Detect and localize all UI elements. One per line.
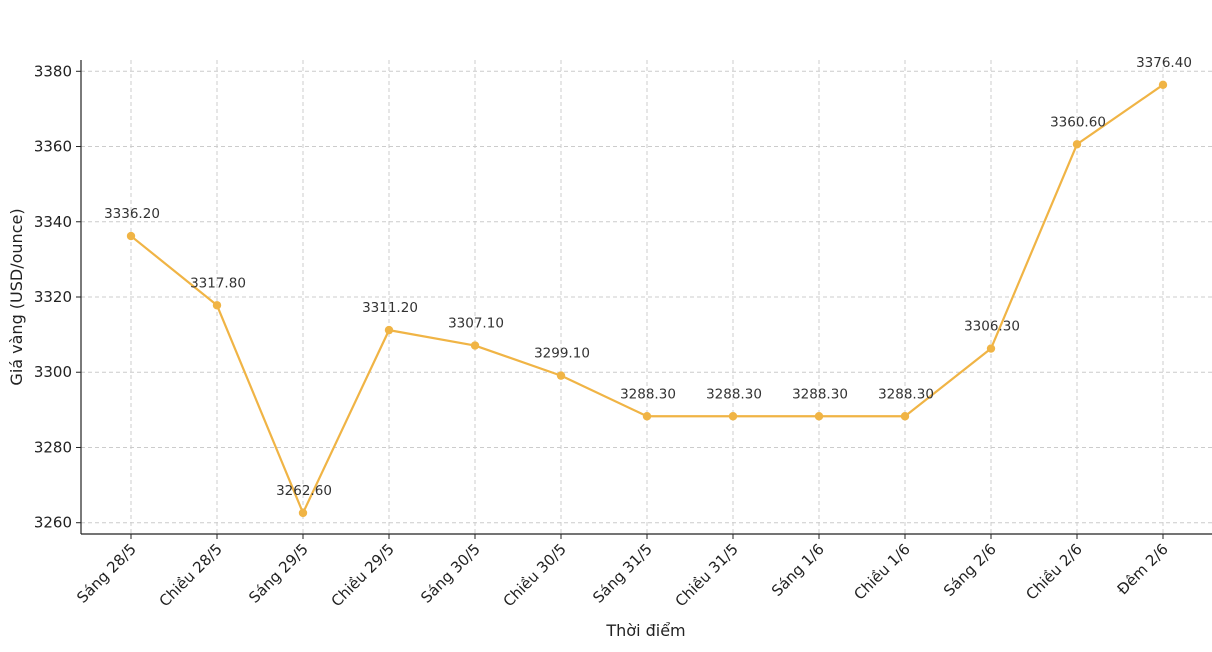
y-tick-label: 3320 [34,288,72,306]
x-tick-label: Sáng 30/5 [417,540,484,607]
data-label: 3307.10 [448,316,504,332]
data-label: 3262.60 [276,483,332,499]
data-label: 3299.10 [534,346,590,362]
x-tick-label: Chiều 28/5 [156,540,226,610]
data-point [470,341,480,350]
x-tick-label: Chiều 1/6 [850,540,913,603]
data-label: 3288.30 [878,386,934,402]
data-point [1072,140,1082,149]
data-label: 3336.20 [104,206,160,222]
data-point [212,301,222,310]
x-ticks: Sáng 28/5 Chiều 28/5 Sáng 29/5 Chiều 29/5 Sá… [73,534,1172,610]
data-point [814,412,824,421]
grid [81,60,1212,534]
data-label: 3288.30 [620,386,676,402]
y-tick-label: 3340 [34,213,72,231]
data-point [298,508,308,518]
x-tick-label: Chiều 30/5 [500,540,570,610]
x-tick-label: Chiều 29/5 [328,540,398,610]
series [126,80,1168,518]
data-point [384,325,394,335]
x-tick-label: Sáng 29/5 [245,540,312,607]
data-point [126,231,136,241]
y-tick-label: 3280 [34,438,72,456]
data-point [642,412,652,421]
y-tick-label: 3300 [34,363,72,381]
y-tick-label: 3260 [34,514,72,532]
y-tick-label: 3380 [34,62,72,80]
data-point [986,344,996,353]
y-axis-title: Giá vàng (USD/ounce) [7,208,26,385]
x-tick-label: Sáng 31/5 [589,540,656,607]
data-label: 3360.60 [1050,114,1106,130]
x-tick-label: Chiều 2/6 [1022,540,1085,603]
data-point [556,371,566,380]
x-tick-label: Sáng 2/6 [940,540,1000,600]
x-tick-label: Sáng 1/6 [768,540,828,600]
data-label: 3317.80 [190,275,246,291]
y-ticks: 3260 3280 3300 3320 3340 3360 3380 [34,62,81,532]
data-label: 3311.20 [362,300,418,316]
data-point [1158,80,1168,90]
data-labels: 3336.20 3317.80 3262.60 3311.20 3307.10 3299.… [104,55,1192,499]
x-tick-label: Chiều 31/5 [672,540,742,610]
data-label: 3376.40 [1136,55,1192,71]
data-label: 3306.30 [964,319,1020,335]
x-axis-title: Thời điểm [605,621,685,640]
data-label: 3288.30 [792,386,848,402]
y-tick-label: 3360 [34,138,72,156]
data-point [900,412,910,421]
data-point [728,412,738,421]
x-tick-label: Đêm 2/6 [1114,540,1172,598]
x-tick-label: Sáng 28/5 [73,540,140,607]
data-label: 3288.30 [706,386,762,402]
